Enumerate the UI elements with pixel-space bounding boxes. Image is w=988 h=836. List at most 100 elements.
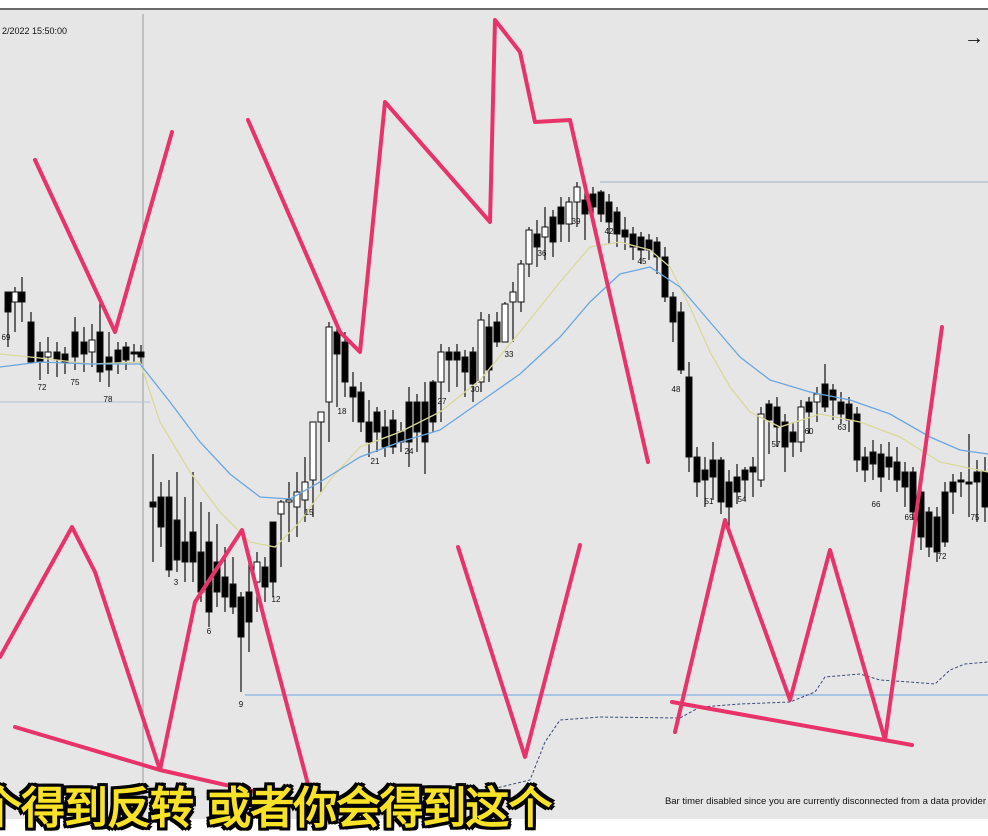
annotation-stroke	[0, 525, 312, 794]
bar-count-label: 57	[772, 440, 781, 449]
bull-candle	[813, 393, 821, 403]
bear-candle	[445, 351, 453, 361]
bear-candle	[18, 291, 26, 303]
bear-candle	[245, 591, 253, 623]
bull-candle	[517, 263, 525, 303]
bear-candle	[333, 331, 341, 355]
bear-candle	[413, 401, 421, 433]
bear-candle	[122, 346, 130, 361]
bear-candle	[485, 326, 493, 371]
bear-candle	[845, 403, 853, 421]
bear-candle	[429, 381, 437, 423]
annotation-stroke	[246, 18, 650, 464]
bar-count-label: 69	[2, 333, 11, 342]
bull-candle	[309, 421, 317, 481]
chart-window: 69 72 75 78 3 6 9 12 15 18 21 24 27 30 33 36 39 42 45 48 51 5…	[0, 8, 988, 834]
bear-candle	[877, 453, 885, 478]
bear-candle	[925, 511, 933, 548]
bear-candle	[469, 351, 477, 385]
bull-candle	[509, 291, 517, 303]
bull-candle	[573, 186, 581, 203]
bull-candle	[437, 351, 445, 383]
bear-candle	[725, 481, 733, 508]
chart-panel[interactable]: 69 72 75 78 3 6 9 12 15 18 21 24 27 30 33 36 39 42 45 48 51 5…	[0, 8, 988, 819]
bear-candle	[621, 229, 629, 238]
bear-candle	[781, 421, 789, 448]
bar-count-label: 60	[805, 427, 814, 436]
bear-candle	[789, 431, 797, 443]
annotation-stroke	[13, 725, 302, 804]
bar-count-label: 36	[538, 249, 547, 258]
bull-candle	[541, 226, 549, 238]
bear-candle	[613, 211, 621, 235]
arrow-right-icon[interactable]: →	[964, 27, 984, 49]
bear-candle	[36, 351, 44, 363]
bull-candle	[797, 406, 805, 443]
bear-candle	[557, 206, 565, 225]
bear-candle	[869, 451, 877, 465]
bear-candle	[461, 356, 469, 373]
bar-count-label: 42	[605, 227, 614, 236]
bar-count-label: 75	[71, 378, 80, 387]
bar-count-label: 27	[438, 397, 447, 406]
bar-count-label: 15	[305, 508, 314, 517]
bear-candle	[733, 476, 741, 493]
bear-candle	[341, 341, 349, 383]
bear-candle	[765, 403, 773, 421]
bull-candle	[525, 229, 533, 265]
bar-count-label: 72	[38, 383, 47, 392]
bull-candle	[44, 351, 52, 358]
bar-count-label: 51	[705, 497, 714, 506]
bear-candle	[53, 351, 61, 361]
bear-candle	[829, 389, 837, 401]
bear-candle	[96, 331, 104, 373]
bull-candle	[501, 303, 509, 343]
bear-candle	[973, 471, 981, 483]
bear-candle	[837, 401, 845, 415]
bear-candle	[213, 561, 221, 593]
bear-candle	[365, 421, 373, 443]
bar-count-label: 48	[672, 385, 681, 394]
chart-timestamp: 2/2022 15:50:00	[2, 26, 68, 36]
bear-candle	[677, 311, 685, 371]
bear-candle	[349, 386, 357, 398]
bear-candle	[137, 351, 145, 358]
bear-candle	[4, 291, 12, 313]
bar-count-label: 66	[872, 500, 881, 509]
bull-candle	[277, 501, 285, 515]
bear-candle	[637, 236, 645, 251]
bear-candle	[685, 376, 693, 458]
bear-candle	[373, 411, 381, 433]
bear-candle	[61, 353, 69, 363]
bar-count-label: 45	[638, 257, 647, 266]
bear-candle	[861, 456, 869, 471]
bear-candle	[965, 481, 973, 485]
bear-candle	[357, 391, 365, 423]
bear-candle	[805, 401, 813, 413]
bear-candle	[709, 459, 717, 478]
bear-candle	[741, 469, 749, 481]
bar-count-label: 24	[405, 447, 414, 456]
bar-timer-status: Bar timer disabled since you are current…	[664, 796, 986, 807]
bear-candle	[645, 239, 653, 251]
bear-candle	[221, 576, 229, 598]
bear-candle	[653, 241, 661, 258]
bull-candle	[325, 326, 333, 403]
bar-count-label: 69	[905, 513, 914, 522]
bear-candle	[853, 413, 861, 461]
bear-candle	[605, 201, 613, 223]
bear-candle	[261, 566, 269, 588]
bear-candle	[165, 496, 173, 571]
ema-fast-line	[0, 241, 988, 548]
annotation-stroke	[670, 700, 914, 747]
bear-candle	[173, 519, 181, 561]
bear-candle	[981, 471, 988, 508]
bar-count-label: 72	[938, 552, 947, 561]
bar-count-label: 78	[104, 395, 113, 404]
bear-candle	[71, 331, 79, 358]
bear-candle	[701, 469, 709, 481]
bear-candle	[181, 541, 189, 563]
bar-count-label: 9	[239, 700, 244, 709]
bear-candle	[893, 461, 901, 481]
